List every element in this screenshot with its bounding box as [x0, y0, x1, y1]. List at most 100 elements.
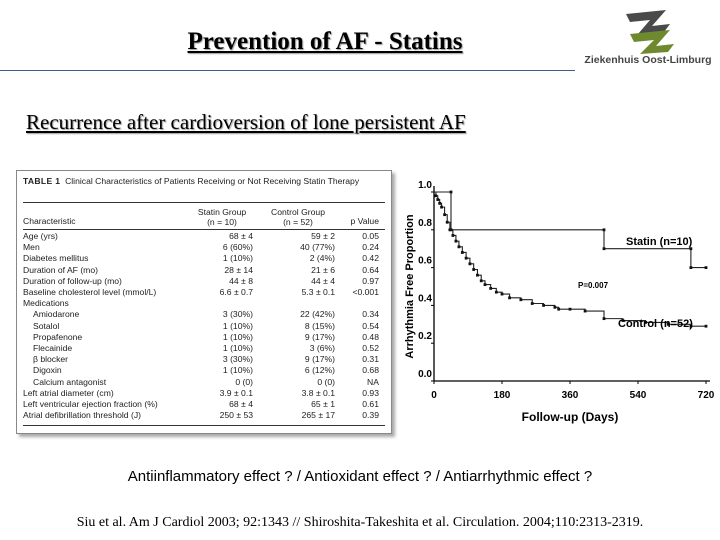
series-line-control [434, 191, 706, 327]
mechanisms-text: Antiinflammatory effect ? / Antioxidant … [127, 468, 593, 485]
table-rule-header [23, 229, 385, 230]
header-control-n: (n = 52) [283, 217, 313, 227]
y-tick-label: 0.4 [418, 293, 432, 304]
control-point [500, 292, 504, 296]
table-row: Left ventricular ejection fraction (%) 68… [23, 399, 385, 409]
p-value-annotation: P=0.007 [578, 281, 609, 290]
x-tick-label: 180 [494, 390, 511, 401]
row-statin-value: 3 (30%) [222, 354, 253, 365]
row-control-value: 59 ± 2 [311, 231, 335, 241]
logo-text: Ziekenhuis Oost-Limburg [584, 54, 712, 66]
kaplan-meier-chart: 0.0 0.2 0.4 0.6 0.8 1.0 0 180 360 540 720 Follow-up… [404, 180, 715, 424]
row-statin-value: 1 (10%) [222, 253, 253, 264]
control-point [689, 324, 693, 328]
logo-mark-icon [626, 10, 674, 54]
control-point [468, 262, 472, 266]
row-statin-value: 6 (60%) [222, 242, 253, 253]
y-tick-label: 1.0 [418, 180, 432, 191]
table-row: β blocker 3 (30%) 9 (17%) 0.31 [23, 354, 385, 365]
statin-point [602, 228, 606, 232]
row-control-value: 8 (15%) [304, 320, 335, 331]
reference-text: Siu et al. Am J Cardiol 2003; 92:1343 //… [76, 515, 644, 530]
control-point [443, 213, 446, 217]
title-divider [0, 70, 575, 71]
table-row: Propafenone 1 (10%) 9 (17%) 0.48 [23, 331, 385, 342]
row-characteristic: Propafenone [33, 331, 83, 342]
control-point [451, 234, 455, 237]
row-characteristic: Diabetes mellitus [23, 253, 89, 264]
control-point [436, 198, 440, 201]
row-characteristic: Flecainide [33, 343, 73, 353]
row-statin-value: 44 ± 8 [229, 275, 253, 286]
control-point [568, 307, 572, 311]
header-statin-n: (n = 10) [207, 217, 237, 227]
row-statin-value: 6.6 ± 0.7 [219, 287, 253, 297]
y-tick-label: 0.8 [418, 218, 432, 229]
row-control-value: 0 (0) [317, 376, 335, 387]
row-p-value: 0.24 [362, 242, 379, 253]
table-rule-top [23, 202, 385, 203]
control-point [479, 279, 483, 283]
row-statin-value: 1 (10%) [222, 343, 253, 353]
row-p-value: 0.34 [362, 309, 379, 320]
row-statin-value: 1 (10%) [222, 331, 253, 342]
row-control-value: 6 (12%) [304, 365, 335, 376]
row-statin-value: 28 ± 14 [224, 264, 253, 275]
x-tick-label: 360 [562, 390, 579, 401]
control-point [519, 298, 523, 302]
row-characteristic: Calcium antagonist [33, 376, 107, 387]
row-p-value: 0.93 [362, 387, 379, 398]
statin-point [449, 190, 453, 194]
table-row: Sotalol 1 (10%) 8 (15%) 0.54 [23, 320, 385, 331]
control-point [476, 273, 479, 277]
header-control: Control Group [271, 207, 325, 217]
row-p-value: 0.39 [362, 410, 379, 421]
row-characteristic: Left ventricular ejection fraction (%) [23, 399, 158, 409]
y-tick-label: 0.6 [418, 256, 432, 267]
characteristics-table: TABLE 1 Clinical Characteristics of Pati… [16, 170, 392, 434]
legend-statin: Statin (n=10) [626, 236, 693, 248]
table-row: Duration of follow-up (mo) 44 ± 8 44 ± 4 0.… [23, 275, 385, 286]
table-row: Amiodarone 3 (30%) 22 (42%) 0.34 [23, 309, 385, 320]
row-characteristic: Baseline cholesterol level (mmol/L) [23, 287, 157, 297]
header-statin: Statin Group [197, 207, 247, 217]
control-point [704, 324, 708, 328]
table-row: Calcium antagonist 0 (0) 0 (0) NA [23, 376, 385, 387]
control-point [438, 201, 442, 205]
control-point [666, 322, 670, 326]
y-tick-label: 0.2 [418, 331, 432, 342]
table-row: Medications [23, 298, 385, 308]
row-p-value: <0.001 [352, 287, 379, 297]
slide-title: Prevention of AF - Statins [187, 28, 463, 55]
row-statin-value: 0 (0) [235, 376, 253, 387]
table-row: Left atrial diameter (cm) 3.9 ± 0.1 3.8 ± … [23, 387, 385, 398]
row-p-value: NA [367, 376, 379, 387]
row-characteristic: Sotalol [33, 320, 60, 331]
legend-control: Control (n=52) [618, 318, 693, 330]
table-row: Flecainide 1 (10%) 3 (6%) 0.52 [23, 343, 385, 353]
statin-point [704, 266, 708, 269]
row-p-value: 0.31 [362, 354, 379, 365]
table-row: Atrial defibrillation threshold (J) 250 ±… [23, 410, 385, 421]
row-p-value: 0.42 [362, 253, 379, 264]
x-tick-label: 540 [630, 390, 647, 401]
row-p-value: 0.52 [362, 343, 379, 353]
row-control-value: 5.3 ± 0.1 [301, 287, 335, 297]
row-control-value: 3 (6%) [309, 343, 335, 353]
row-p-value: 0.64 [362, 264, 379, 275]
row-control-value: 9 (17%) [304, 354, 335, 365]
control-point [494, 290, 498, 294]
control-point [472, 268, 476, 271]
row-statin-value: 3 (30%) [222, 309, 253, 320]
row-characteristic: Duration of follow-up (mo) [23, 275, 122, 286]
row-control-value: 2 (4%) [309, 253, 335, 264]
row-characteristic: Age (yrs) [23, 231, 58, 241]
row-control-value: 44 ± 4 [311, 275, 335, 286]
row-control-value: 3.8 ± 0.1 [301, 387, 335, 398]
x-axis-label: Follow-up (Days) [522, 410, 619, 424]
statin-point [449, 228, 453, 232]
table-row: Men 6 (60%) 40 (77%) 0.24 [23, 242, 385, 253]
row-characteristic: Amiodarone [33, 309, 80, 320]
row-statin-value: 68 ± 4 [229, 399, 253, 409]
control-point [454, 239, 458, 243]
